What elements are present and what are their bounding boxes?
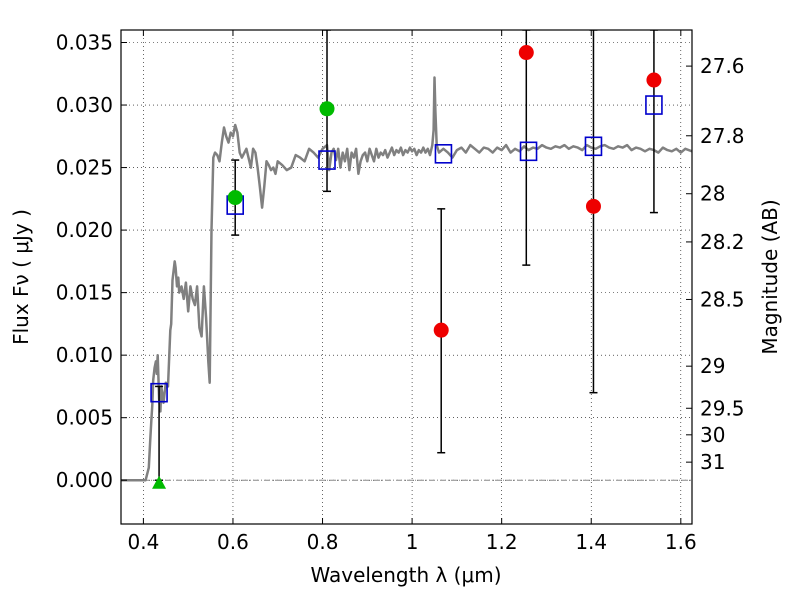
x-tick-label: 1.6 xyxy=(665,530,697,554)
x-tick-label: 0.4 xyxy=(127,530,159,554)
y2-tick-label: 28.5 xyxy=(700,287,745,311)
y-tick-label: 0.025 xyxy=(56,156,113,180)
grid xyxy=(121,30,692,524)
y2-tick-label: 28.2 xyxy=(700,230,745,254)
x-tick-label: 1.4 xyxy=(575,530,607,554)
y2-tick-label: 29 xyxy=(700,354,725,378)
y2-tick-label: 27.6 xyxy=(700,54,745,78)
y-tick-label: 0.005 xyxy=(56,406,113,430)
y-axis-label: Flux Fν ( μJy ) xyxy=(9,209,33,345)
x-tick-label: 0.6 xyxy=(217,530,249,554)
x-tick-label: 1 xyxy=(406,530,419,554)
y2-tick-label: 27.8 xyxy=(700,124,745,148)
y-tick-label: 0.015 xyxy=(56,281,113,305)
nondetection-point xyxy=(585,198,601,214)
model-point xyxy=(584,136,603,157)
detection-point xyxy=(319,101,335,117)
y-tick-label: 0.000 xyxy=(56,468,113,492)
y-tick-label: 0.035 xyxy=(56,31,113,55)
axes-labels: Wavelength λ (μm) Flux Fν ( μJy ) Magnit… xyxy=(9,199,782,587)
upper-limit-marker xyxy=(152,475,167,489)
model-point xyxy=(519,141,538,162)
y2-tick-label: 31 xyxy=(700,450,725,474)
plot-area xyxy=(121,30,692,489)
model-spectrum-line xyxy=(121,76,692,482)
plot-frame xyxy=(120,29,693,525)
model-point xyxy=(645,95,663,115)
y-tick-label: 0.030 xyxy=(56,93,113,117)
nondetection-point xyxy=(646,72,662,88)
detection-point xyxy=(227,190,243,206)
model-point xyxy=(434,144,453,164)
nondetection-point xyxy=(518,45,534,61)
model-point xyxy=(318,150,336,170)
axes-ticks: 0.4 0.6 0.8 1 1.2 1.4 1.6 0.000 0.005 0.010 0.015 0… xyxy=(56,30,745,554)
y2-tick-label: 28 xyxy=(700,182,725,206)
x-axis-label: Wavelength λ (μm) xyxy=(310,563,501,587)
x-tick-label: 0.8 xyxy=(307,530,339,554)
x-tick-label: 1.2 xyxy=(486,530,518,554)
y2-axis-label: Magnitude (AB) xyxy=(758,199,782,354)
y-tick-label: 0.020 xyxy=(56,218,113,242)
y2-tick-label: 29.5 xyxy=(700,396,745,420)
y2-tick-label: 30 xyxy=(700,423,725,447)
model-point xyxy=(150,382,168,403)
nondetection-point xyxy=(433,322,449,338)
y-tick-label: 0.010 xyxy=(56,343,113,367)
